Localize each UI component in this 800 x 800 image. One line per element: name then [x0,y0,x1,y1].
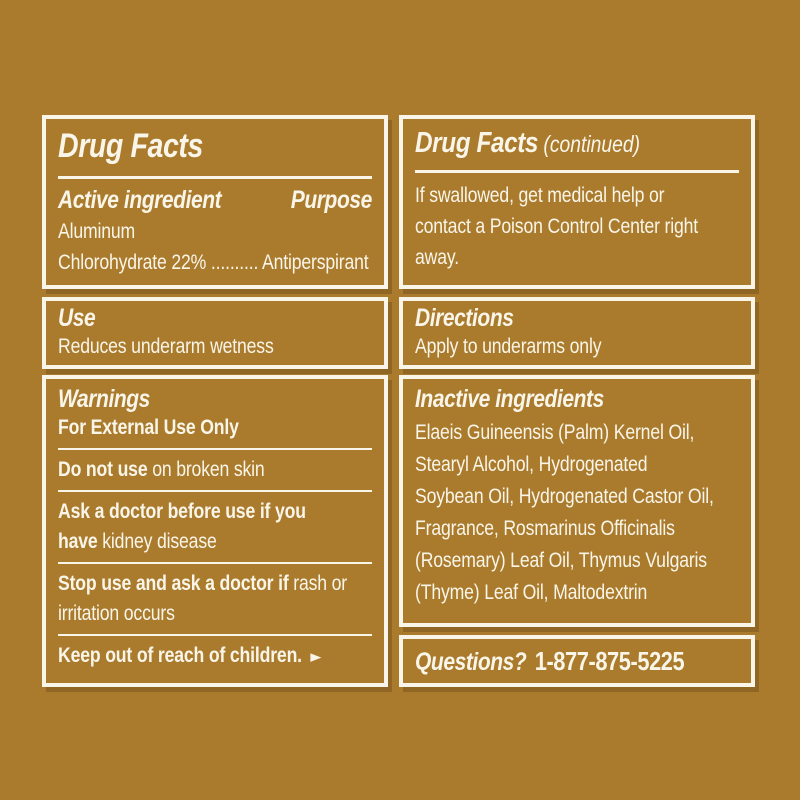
warnings-divider [58,448,372,450]
warning-ask-doctor: Ask a doctor before use if you have kidn… [58,497,372,557]
section-directions: Directions Apply to underarms only [399,297,755,369]
questions-row: Questions? 1-877-875-5225 [415,646,687,677]
section-drug-facts: Drug Facts Active ingredient Purpose Alu… [42,115,388,289]
arrow-right-icon: ► [310,647,322,667]
use-heading: Use [58,304,96,332]
title-divider [415,170,739,174]
questions-heading: Questions? [415,647,527,676]
section-drug-facts-continued: Drug Facts (continued) If swallowed, get… [399,115,755,289]
directions-text: Apply to underarms only [415,335,602,358]
warnings-heading: Warnings [58,385,150,413]
purpose-heading: Purpose [290,186,373,215]
questions-phone-number: 1-877-875-5225 [534,645,685,676]
warnings-divider [58,490,372,492]
active-ingredient-heading: Active ingredient [58,186,222,215]
title-divider [58,176,372,180]
warning-do-not-use: Do not use on broken skin [58,455,372,485]
active-ingredient-text: Aluminum Chlorohydrate 22% .......... An… [58,220,369,275]
section-questions: Questions? 1-877-875-5225 [399,635,755,687]
warning-bold-text: Ask a doctor before use if you have [58,500,306,553]
section-warnings: Warnings For External Use Only Do not us… [42,375,388,687]
swallowed-warning-text: If swallowed, get medical help or contac… [415,184,699,270]
continued-title-text: Drug Facts [415,127,539,159]
warning-bold-text: Do not use [58,458,148,481]
drug-facts-label: Drug Facts Active ingredient Purpose Alu… [42,115,755,687]
warning-bold-text: Stop use and ask a doctor if [58,572,289,595]
drug-facts-continued-title: Drug Facts (continued) [415,127,739,160]
section-use: Use Reduces underarm wetness [42,297,388,369]
warning-rest-text: rash or irritation occurs [58,572,348,625]
continued-suffix: (continued) [538,131,641,157]
external-use-text: For External Use Only [58,416,239,439]
use-text: Reduces underarm wetness [58,335,274,358]
inactive-ingredients-heading: Inactive ingredients [415,385,604,413]
section-inactive-ingredients: Inactive ingredients Elaeis Guineensis (… [399,375,755,627]
keep-out-of-reach-line: Keep out of reach of children. ► [58,641,372,672]
warning-stop-use: Stop use and ask a doctor if rash or irr… [58,569,372,629]
drug-facts-title: Drug Facts [58,127,203,165]
directions-heading: Directions [415,304,514,332]
warnings-divider [58,562,372,564]
warnings-divider [58,634,372,636]
keep-out-text: Keep out of reach of children. [58,644,302,667]
inactive-ingredients-text: Elaeis Guineensis (Palm) Kernel Oil, Ste… [415,421,714,604]
warning-rest-text: kidney disease [97,530,217,553]
warning-rest-text: on broken skin [147,458,265,481]
active-ingredient-header-row: Active ingredient Purpose [58,186,372,214]
